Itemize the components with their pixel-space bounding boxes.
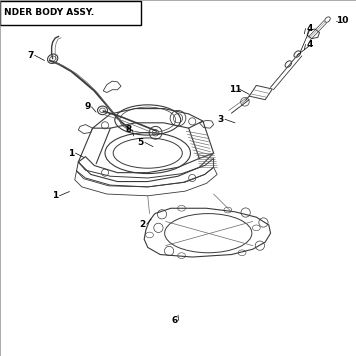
Text: 6: 6 xyxy=(171,316,178,325)
Text: 4: 4 xyxy=(307,40,313,49)
Text: 1: 1 xyxy=(68,148,74,158)
Text: 2: 2 xyxy=(139,220,146,229)
Text: 7: 7 xyxy=(27,51,33,60)
Text: NDER BODY ASSY.: NDER BODY ASSY. xyxy=(4,8,94,17)
Text: 5: 5 xyxy=(137,138,144,147)
FancyBboxPatch shape xyxy=(0,1,141,25)
Text: 4: 4 xyxy=(307,24,313,33)
Text: 1: 1 xyxy=(52,191,58,200)
Text: 10: 10 xyxy=(336,16,348,25)
Text: 8: 8 xyxy=(125,125,131,135)
Text: 11: 11 xyxy=(229,84,241,94)
Text: 9: 9 xyxy=(84,102,90,111)
Text: 3: 3 xyxy=(218,115,224,124)
